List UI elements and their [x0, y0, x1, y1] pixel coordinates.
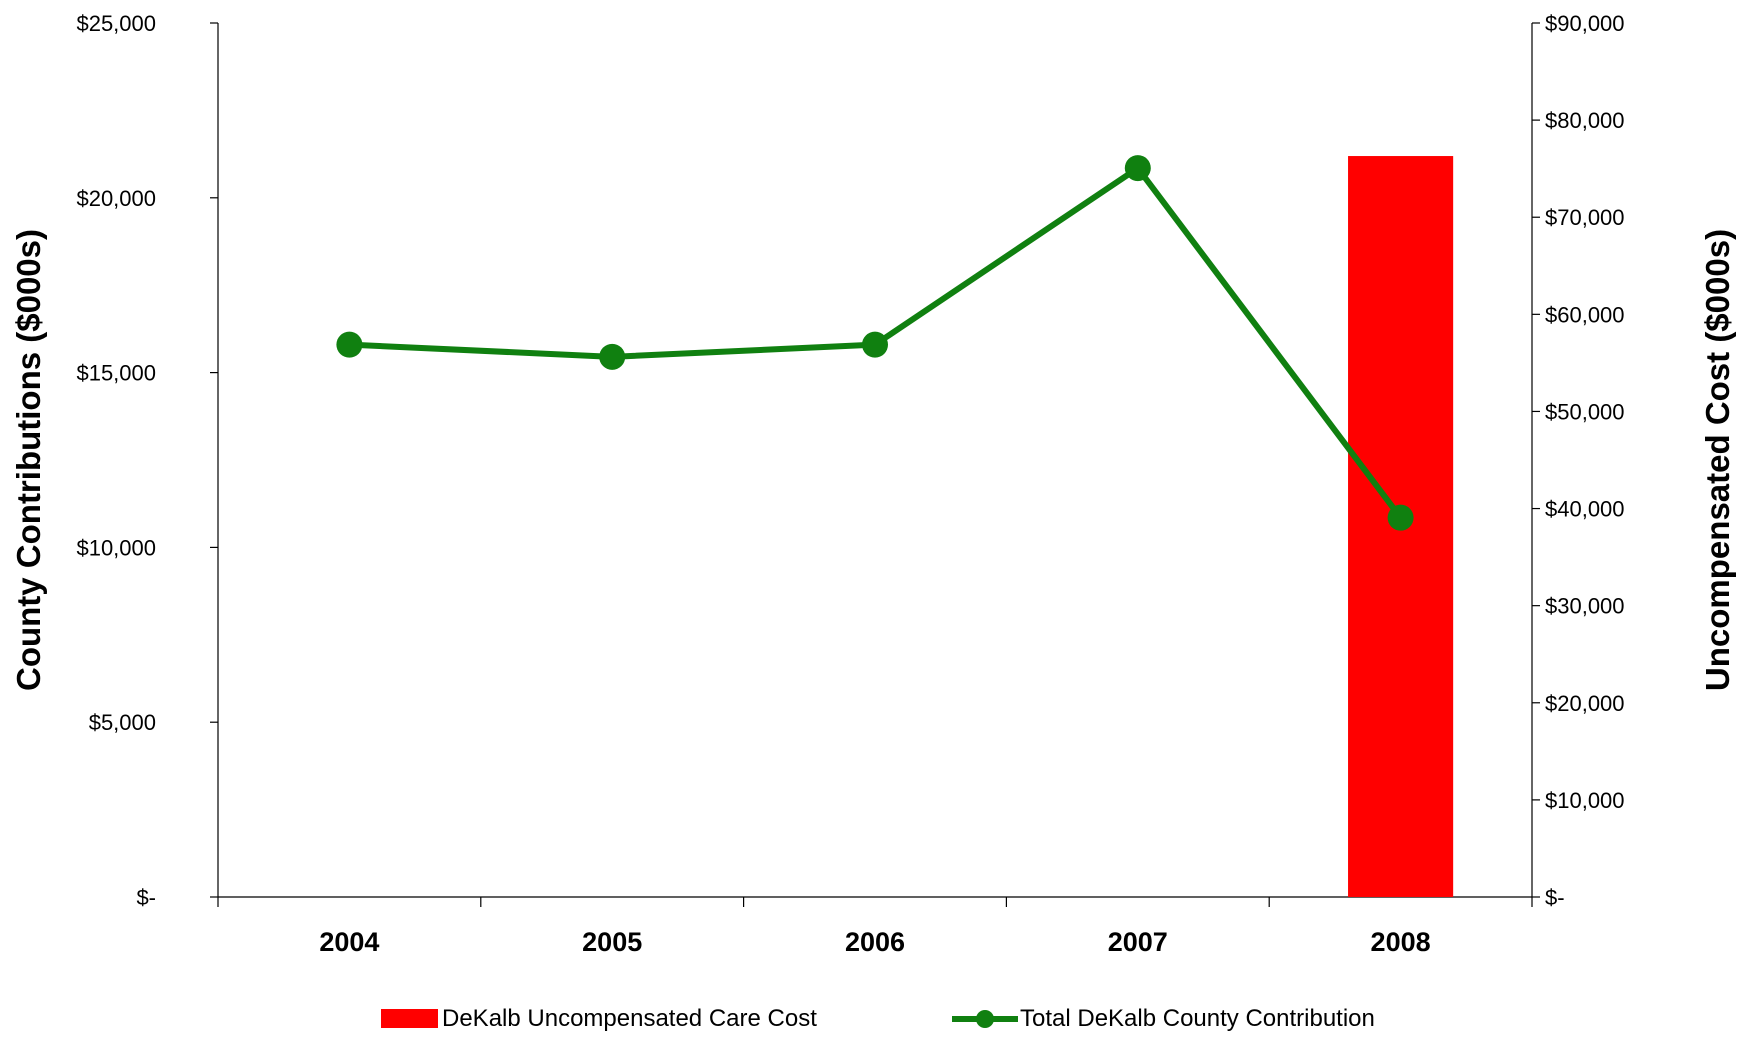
- right-tick-label: $70,000: [1545, 205, 1625, 230]
- x-category-label: 2007: [1108, 927, 1168, 957]
- right-tick-label: $50,000: [1545, 399, 1625, 424]
- x-category-label: 2006: [845, 927, 905, 957]
- left-axis-title: County Contributions ($000s): [10, 229, 47, 691]
- right-tick-label: $60,000: [1545, 302, 1625, 327]
- right-tick-label: $-: [1545, 885, 1565, 910]
- legend: DeKalb Uncompensated Care Cost Total DeKa…: [381, 1005, 1375, 1032]
- legend-label-line: Total DeKalb County Contribution: [1020, 1005, 1375, 1032]
- left-axis: $- $5,000 $10,000 $15,000 $20,000 $25,000: [76, 11, 219, 910]
- right-tick-label: $30,000: [1545, 594, 1625, 619]
- left-tick-label: $15,000: [76, 361, 156, 386]
- left-tick-label: $-: [136, 885, 156, 910]
- line-series: [336, 155, 1414, 531]
- right-tick-label: $20,000: [1545, 691, 1625, 716]
- legend-label-bar: DeKalb Uncompensated Care Cost: [442, 1005, 817, 1032]
- right-tick-label: $80,000: [1545, 108, 1625, 133]
- x-category-label: 2005: [582, 927, 642, 957]
- line-point-2004: [336, 331, 363, 358]
- right-tick-label: $90,000: [1545, 11, 1625, 36]
- left-tick-label: $20,000: [76, 186, 156, 211]
- legend-swatch-marker: [976, 1010, 994, 1028]
- right-tick-label: $40,000: [1545, 497, 1625, 522]
- line-point-2005: [599, 343, 626, 370]
- legend-swatch-bar: [381, 1009, 438, 1028]
- x-axis: 2004 2005 2006 2007 2008: [217, 896, 1533, 957]
- left-tick-label: $25,000: [76, 11, 156, 36]
- line-point-2007: [1124, 155, 1151, 182]
- x-category-label: 2004: [319, 927, 379, 957]
- left-tick-label: $5,000: [89, 710, 156, 735]
- right-tick-label: $10,000: [1545, 788, 1625, 813]
- left-tick-label: $10,000: [76, 535, 156, 560]
- right-axis: $- $10,000 $20,000 $30,000 $40,000 $50,000 $60…: [1531, 11, 1625, 910]
- right-axis-title: Uncompensated Cost ($000s): [1699, 229, 1736, 691]
- line-point-2008: [1387, 504, 1414, 531]
- x-category-label: 2008: [1371, 927, 1431, 957]
- line-point-2006: [862, 331, 888, 358]
